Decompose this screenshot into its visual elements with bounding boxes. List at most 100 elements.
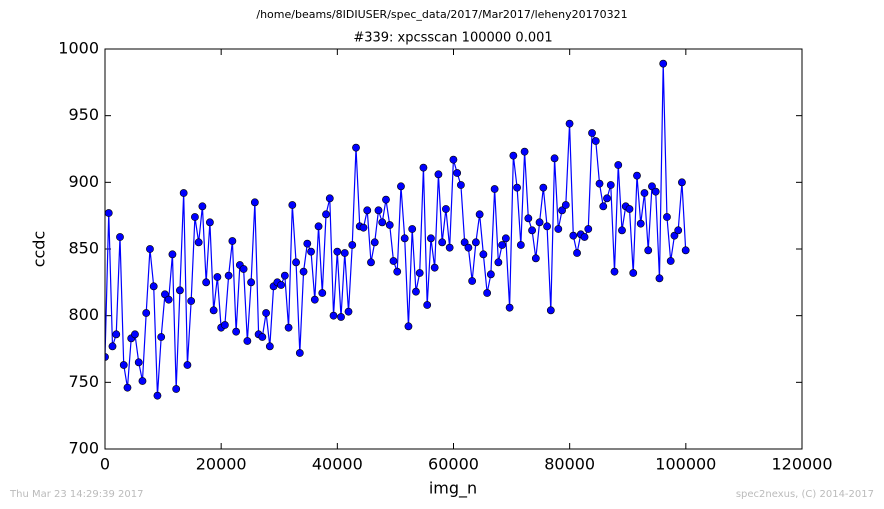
data-point [640, 189, 649, 197]
data-point [561, 201, 570, 209]
plot-frame [104, 48, 803, 450]
data-point [636, 219, 645, 228]
x-tick-label: 20000 [196, 455, 247, 474]
data-point [516, 241, 525, 249]
data-point [501, 234, 510, 243]
data-point [247, 278, 256, 287]
data-point [262, 309, 270, 317]
data-point [385, 221, 394, 229]
y-tick-label: 800 [68, 305, 99, 324]
data-point [157, 333, 166, 341]
data-point [284, 323, 293, 332]
data-point [453, 169, 462, 177]
data-point [580, 233, 589, 241]
data-point [419, 163, 428, 172]
data-point [666, 257, 675, 265]
data-point [303, 239, 312, 248]
data-point [209, 306, 218, 315]
data-point [445, 243, 454, 252]
chart-title: #339: xpcsscan 100000 0.001 [353, 31, 552, 46]
data-point [295, 349, 304, 357]
data-point [610, 267, 619, 276]
data-point [228, 237, 237, 245]
data-point [554, 225, 563, 233]
data-point [678, 178, 686, 187]
data-point [142, 309, 151, 317]
data-point [546, 306, 555, 315]
y-tick-label: 950 [68, 105, 99, 124]
data-point [243, 337, 252, 345]
data-point [584, 225, 593, 233]
data-point [415, 269, 424, 277]
data-point [397, 182, 405, 191]
data-point [400, 234, 409, 243]
data-point [434, 170, 443, 179]
data-point [292, 258, 300, 267]
data-point [479, 250, 488, 259]
x-tick-label: 60000 [428, 455, 479, 474]
data-point [138, 377, 147, 385]
series-line [105, 63, 687, 396]
data-point [393, 267, 402, 276]
data-point [359, 223, 368, 232]
data-point [573, 249, 581, 257]
data-point [460, 238, 469, 247]
data-point [307, 247, 315, 256]
data-point [134, 358, 143, 367]
data-point [655, 274, 664, 283]
data-point [651, 187, 660, 196]
data-point [348, 241, 357, 249]
data-point [430, 263, 439, 272]
data-point [172, 385, 181, 393]
data-point [483, 289, 492, 297]
data-point [588, 129, 596, 137]
data-point [149, 282, 158, 291]
data-point [367, 258, 375, 267]
data-point [116, 233, 124, 241]
x-tick-label: 100000 [655, 455, 716, 474]
data-point [191, 213, 199, 221]
data-point [277, 281, 285, 289]
data-point [438, 238, 447, 247]
data-point [633, 171, 641, 180]
data-point [250, 198, 259, 207]
data-point [505, 303, 514, 312]
data-point [423, 301, 432, 309]
y-tick-label: 750 [68, 372, 99, 391]
data-point [404, 322, 413, 331]
data-point [486, 270, 495, 279]
data-point [239, 265, 248, 273]
data-point [471, 238, 480, 247]
data-point [449, 155, 458, 164]
data-point [205, 218, 214, 227]
data-point [344, 307, 353, 316]
data-point [535, 218, 544, 227]
data-point [629, 269, 638, 277]
x-axis-label: img_n [429, 479, 477, 499]
data-point [464, 243, 473, 252]
x-tick-label: 40000 [312, 455, 363, 474]
data-point [220, 321, 229, 329]
data-point [198, 202, 207, 211]
data-point [674, 226, 683, 235]
data-point [543, 222, 551, 231]
data-point [112, 330, 121, 339]
data-point [258, 333, 267, 341]
data-point [288, 201, 297, 209]
data-point [524, 214, 533, 223]
data-point [528, 226, 536, 235]
data-point [670, 231, 679, 240]
data-point [569, 231, 578, 240]
data-point [550, 154, 559, 163]
data-point [202, 278, 211, 287]
data-point [663, 213, 671, 221]
data-point [108, 342, 117, 351]
y-tick-label: 1000 [58, 39, 99, 58]
data-point [179, 189, 188, 197]
data-point [352, 143, 360, 152]
data-point [648, 182, 656, 191]
data-point [299, 267, 308, 276]
data-point [340, 249, 349, 257]
data-point [531, 254, 540, 263]
